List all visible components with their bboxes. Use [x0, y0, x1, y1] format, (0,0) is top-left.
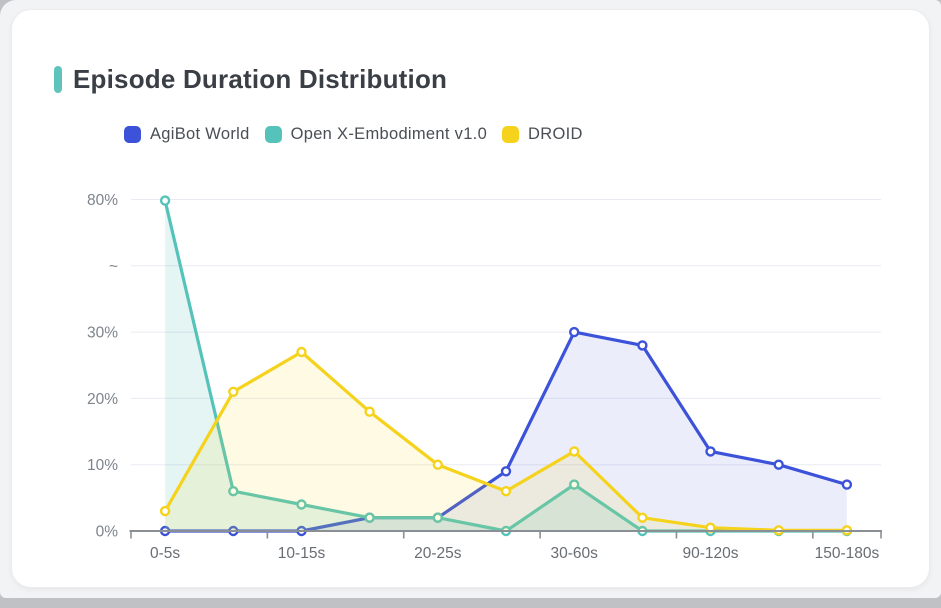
- data-point-marker: [159, 195, 171, 206]
- x-axis-label: 10-15s: [278, 545, 326, 562]
- series-area-open-x-embodiment-v1-0: [165, 200, 847, 531]
- data-point-marker: [569, 446, 580, 457]
- series-area-droid: [165, 352, 847, 531]
- x-axis-label: 150-180s: [815, 545, 880, 562]
- legend-item-droid[interactable]: DROID: [502, 125, 583, 144]
- chart-card: Episode Duration Distribution AgiBot Wor…: [11, 9, 930, 588]
- data-point-marker: [637, 340, 648, 351]
- legend-swatch: [502, 125, 520, 143]
- legend-label: Open X-Embodiment v1.0: [290, 124, 488, 143]
- data-point-marker: [569, 326, 580, 338]
- data-point-marker: [228, 386, 239, 397]
- data-point-marker: [364, 512, 375, 523]
- legend-item-open-x-embodiment-v1-0[interactable]: Open X-Embodiment v1.0: [264, 124, 488, 144]
- chart-title: Episode Duration Distribution: [73, 64, 448, 94]
- chart-legend: AgiBot World Open X-Embodiment v1.0 DROID: [124, 122, 583, 146]
- series-area-agibot-world: [165, 332, 847, 531]
- chart-header: Episode Duration Distribution: [54, 64, 447, 94]
- legend-label: AgiBot World: [150, 124, 250, 143]
- y-axis-label: 10%: [87, 457, 118, 474]
- x-axis-label: 20-25s: [414, 545, 462, 562]
- x-axis-label: 0-5s: [150, 545, 180, 562]
- y-axis-label: 80%: [87, 192, 118, 209]
- data-point-marker: [841, 479, 853, 490]
- data-point-marker: [500, 486, 512, 497]
- data-point-marker: [705, 446, 716, 457]
- data-point-marker: [228, 486, 239, 497]
- title-accent-bar: [54, 65, 62, 93]
- data-point-marker: [296, 346, 307, 358]
- data-point-marker: [432, 459, 443, 470]
- data-point-marker: [364, 406, 375, 417]
- x-axis-label: 90-120s: [682, 545, 738, 562]
- y-axis-label: 20%: [87, 391, 118, 408]
- y-axis-label: 30%: [87, 325, 118, 342]
- data-point-marker: [500, 466, 512, 477]
- data-point-marker: [296, 499, 307, 510]
- data-point-marker: [637, 512, 648, 523]
- legend-swatch: [264, 125, 282, 143]
- data-point-marker: [432, 512, 443, 523]
- y-axis-label: 0%: [96, 524, 119, 541]
- data-point-marker: [773, 459, 784, 470]
- legend-label: DROID: [528, 124, 583, 143]
- data-point-marker: [569, 479, 580, 490]
- episode-duration-chart: 0% 10% 20% 30% ~80% 0-5s 10-15s 20-25s 30-60s 90-…: [87, 192, 882, 562]
- data-point-marker: [159, 505, 171, 517]
- x-axis-label: 30-60s: [550, 545, 598, 562]
- legend-item-agibot-world[interactable]: AgiBot World: [124, 125, 250, 144]
- legend-swatch: [124, 125, 141, 143]
- y-axis-break-label: ~: [109, 258, 118, 275]
